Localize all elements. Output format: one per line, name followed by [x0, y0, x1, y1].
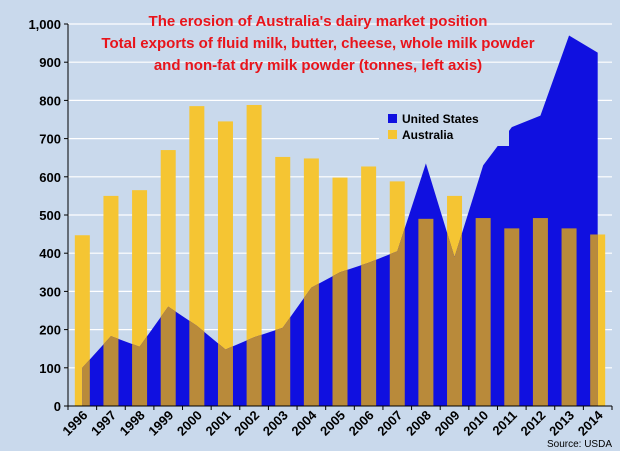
bar-overlap-2011 — [504, 228, 520, 406]
us-area-layer — [82, 35, 598, 407]
bar-australia-2002 — [246, 104, 262, 406]
y-tick-label: 500 — [39, 208, 61, 223]
y-tick-label: 400 — [39, 246, 61, 261]
y-tick-label: 900 — [39, 55, 61, 70]
axes — [64, 23, 613, 410]
legend-label-australia: Australia — [402, 128, 454, 142]
bar-overlap-2008 — [418, 218, 434, 406]
area-united-states — [82, 35, 598, 407]
title-line-2: Total exports of fluid milk, butter, che… — [101, 35, 534, 52]
bar-overlap-2012 — [532, 218, 548, 406]
legend-box — [379, 106, 509, 146]
source-note: Source: USDA — [547, 439, 612, 450]
title-line-1: The erosion of Australia's dairy market … — [149, 13, 488, 30]
chart-title: The erosion of Australia's dairy market … — [101, 13, 534, 74]
y-tick-label: 1,000 — [28, 17, 61, 32]
bar-overlap-2014 — [590, 234, 598, 406]
legend: United States Australia — [379, 106, 509, 146]
y-tick-label: 300 — [39, 284, 61, 299]
y-tick-label: 0 — [54, 399, 61, 414]
y-tick-labels: 0 100 200 300 400 500 600 700 800 900 1,000 — [28, 17, 61, 414]
legend-label-united-states: United States — [402, 112, 479, 126]
y-tick-label: 600 — [39, 170, 61, 185]
y-tick-label: 100 — [39, 361, 61, 376]
y-tick-label: 800 — [39, 93, 61, 108]
y-tick-label: 200 — [39, 323, 61, 338]
legend-swatch-united-states — [388, 114, 397, 123]
title-line-3: and non-fat dry milk powder (tonnes, lef… — [154, 57, 482, 74]
bar-overlap-2009 — [447, 195, 463, 406]
legend-swatch-australia — [388, 130, 397, 139]
y-tick-label: 700 — [39, 132, 61, 147]
bar-overlap-2013 — [561, 228, 577, 406]
bar-australia-2001 — [217, 121, 233, 406]
bar-australia-1996 — [74, 235, 90, 406]
bar-overlap-2010 — [475, 218, 491, 406]
